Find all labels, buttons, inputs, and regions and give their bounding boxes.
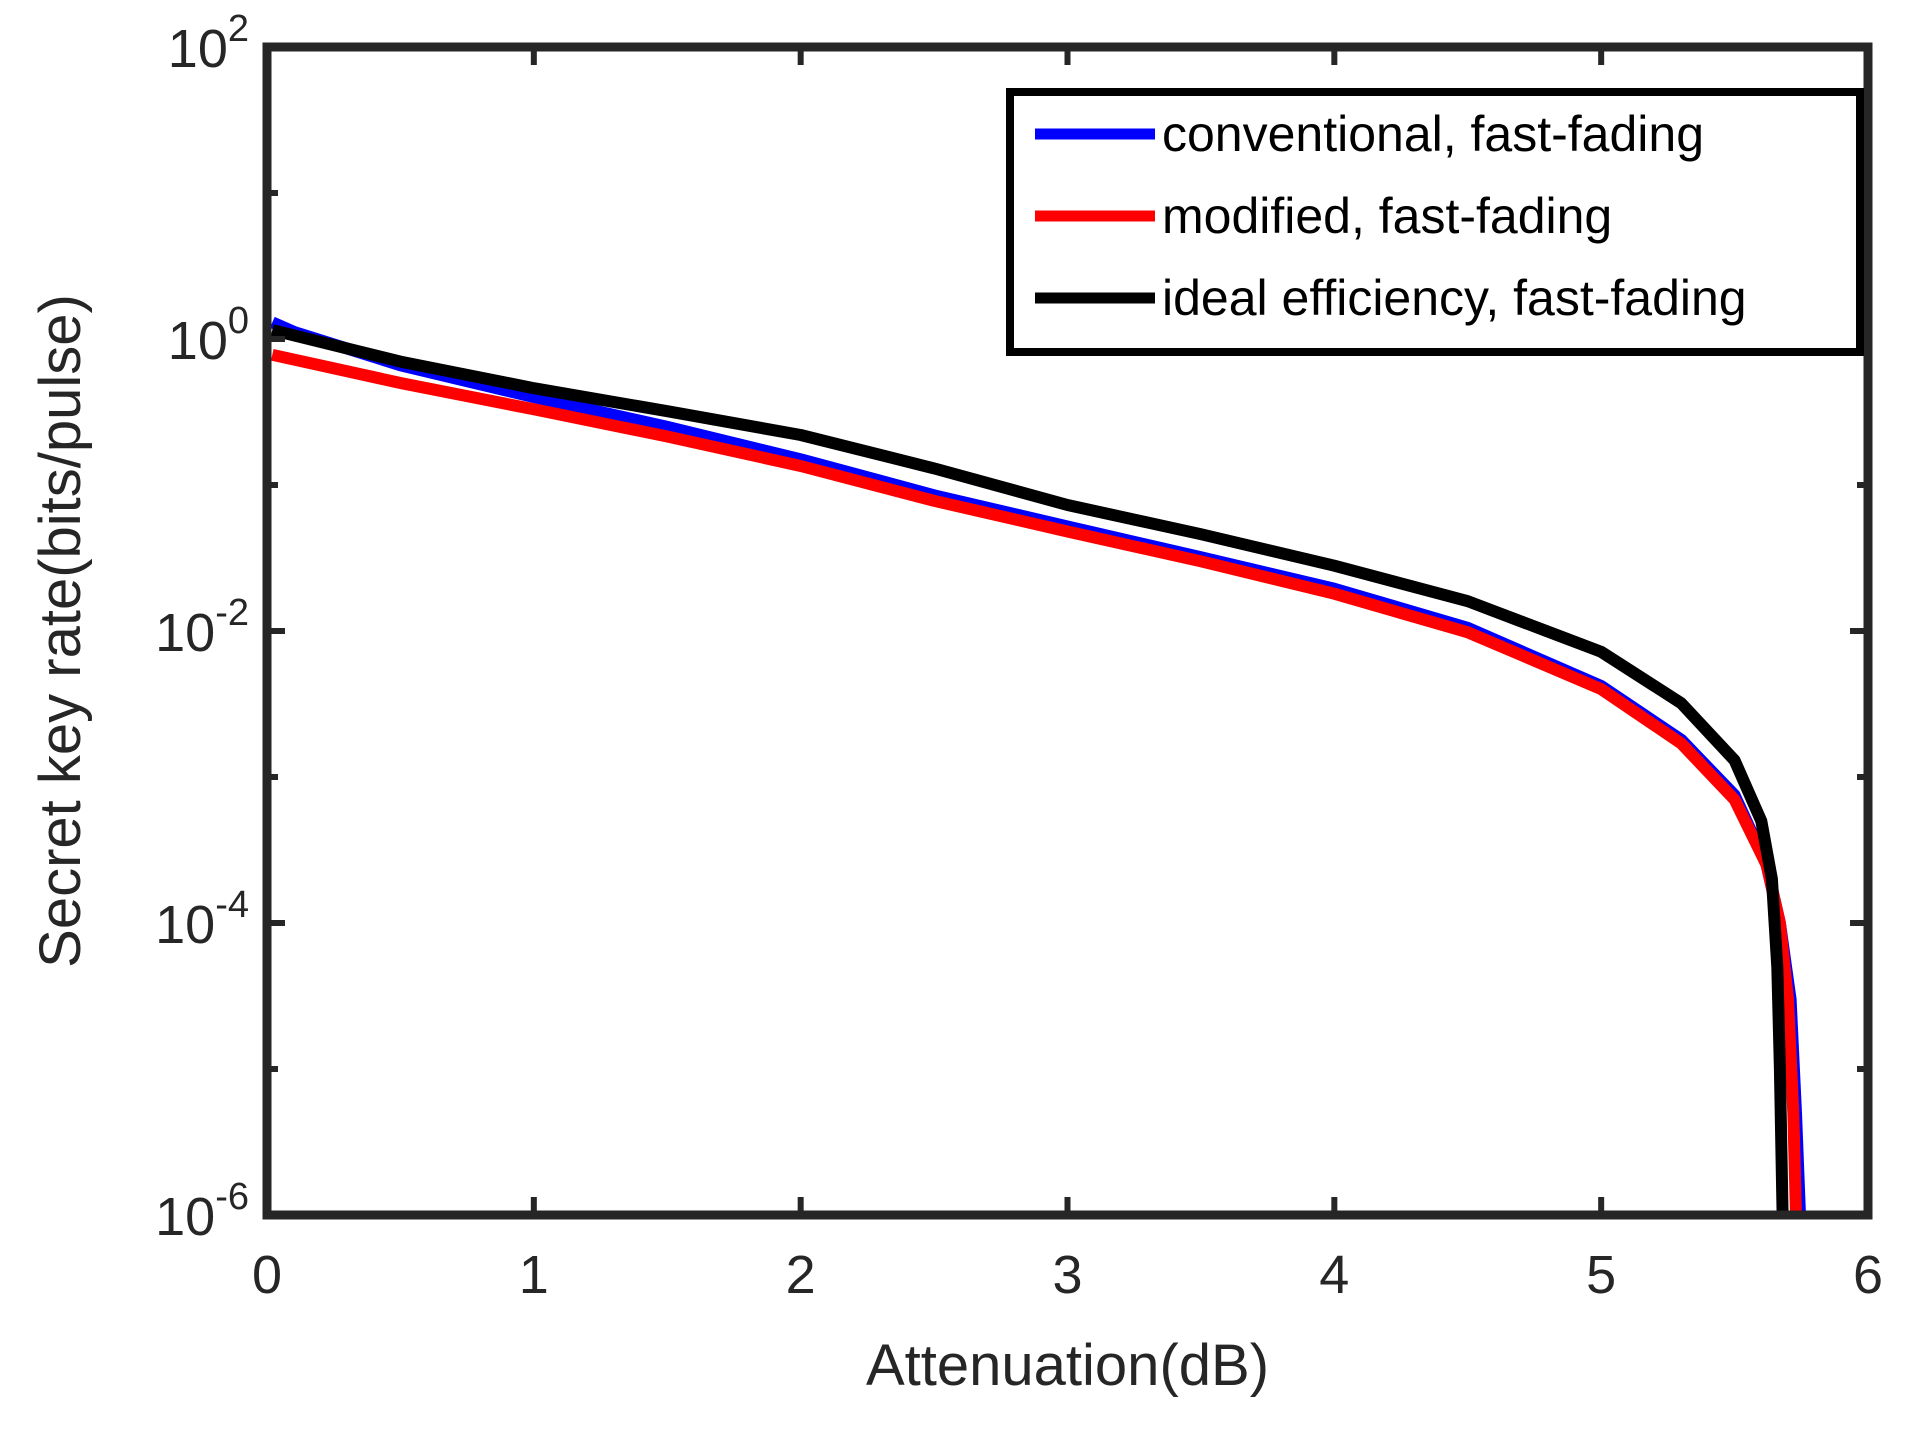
x-tick-label: 5 bbox=[1586, 1245, 1616, 1305]
y-tick-label: 102 bbox=[168, 8, 249, 79]
x-tick-label: 2 bbox=[786, 1245, 816, 1305]
legend-label-2: modified, fast-fading bbox=[1162, 188, 1612, 244]
x-tick-label: 6 bbox=[1853, 1245, 1883, 1305]
y-tick-label: 10-2 bbox=[155, 592, 249, 663]
x-tick-label: 1 bbox=[519, 1245, 549, 1305]
y-axis-title: Secret key rate(bits/pulse) bbox=[28, 294, 93, 968]
x-tick-label: 0 bbox=[252, 1245, 282, 1305]
y-tick-label: 10-6 bbox=[155, 1176, 249, 1247]
legend-label-3: ideal efficiency, fast-fading bbox=[1162, 270, 1747, 326]
x-tick-label: 3 bbox=[1052, 1245, 1082, 1305]
axes-layer: 0 1 2 3 4 5 6 102 100 10-2 10-4 10-6 bbox=[155, 8, 1883, 1305]
y-tick-label: 100 bbox=[168, 300, 249, 371]
series-line-3 bbox=[270, 324, 1789, 1215]
legend-label-1: conventional, fast-fading bbox=[1162, 106, 1704, 162]
series-layer bbox=[269, 316, 1806, 1215]
x-tick-label: 4 bbox=[1319, 1245, 1349, 1305]
y-tick-label: 10-4 bbox=[155, 884, 249, 955]
x-axis-title: Attenuation(dB) bbox=[866, 1333, 1269, 1398]
legend: conventional, fast-fading modified, fast-… bbox=[1006, 88, 1864, 356]
